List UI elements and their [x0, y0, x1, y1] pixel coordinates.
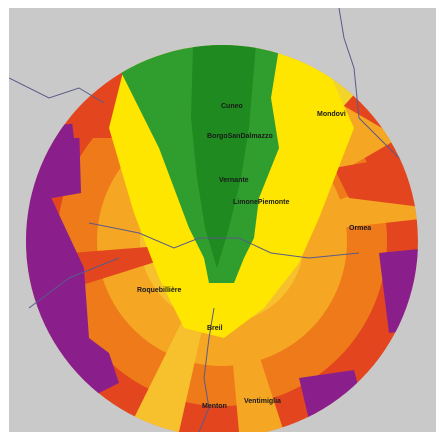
town-label-ormea: Ormea — [349, 225, 371, 232]
town-label-vernante: Vernante — [219, 177, 249, 184]
border-lines — [9, 8, 400, 432]
border-line-ne — [338, 8, 400, 159]
town-label-mondovi: Mondovì — [317, 111, 346, 118]
town-label-limone-piemonte: LimonePiemonte — [233, 199, 290, 206]
town-label-borgo-san-dalmazzo: BorgoSanDalmazzo — [207, 133, 273, 140]
town-label-breil: Breil — [207, 325, 223, 332]
town-label-menton: Menton — [202, 403, 227, 410]
border-line-west — [28, 257, 120, 309]
map-surface: Cuneo Mondovì BorgoSanDalmazzo Vernante … — [9, 8, 436, 432]
border-line-south — [198, 307, 215, 432]
town-label-cuneo: Cuneo — [221, 103, 243, 110]
border-line-center — [88, 222, 360, 259]
town-label-ventimiglia: Ventimiglia — [244, 398, 281, 405]
visibility-cone-core — [191, 45, 259, 268]
town-label-roquebilliere: Roquebillière — [137, 287, 181, 294]
border-line-nw — [9, 77, 105, 104]
radar-coverage-map: Cuneo Mondovì BorgoSanDalmazzo Vernante … — [9, 8, 436, 432]
